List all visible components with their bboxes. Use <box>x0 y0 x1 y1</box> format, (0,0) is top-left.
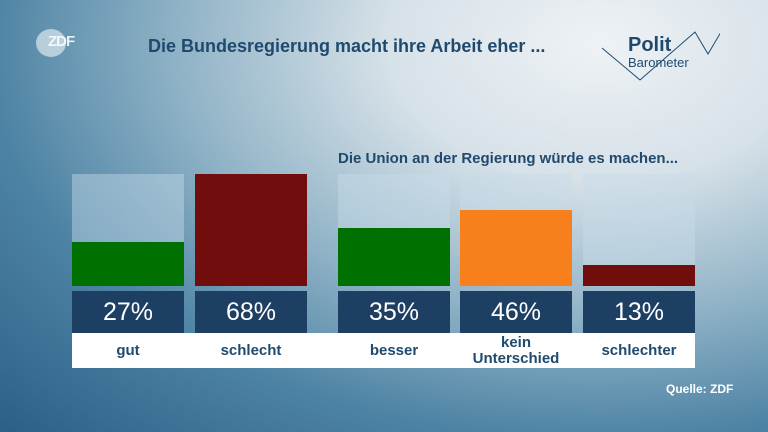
category-label: schlecht <box>220 341 282 359</box>
brand-polit: Polit <box>628 34 672 56</box>
bar-track <box>338 174 450 286</box>
bar-track <box>195 174 307 286</box>
bar <box>338 228 450 286</box>
value-label: 35% <box>338 291 450 333</box>
zdf-logo <box>36 29 66 57</box>
chart-title: Die Bundesregierung macht ihre Arbeit eh… <box>148 36 546 56</box>
value-label: 68% <box>195 291 307 333</box>
zdf-logo-text: ZDF <box>48 33 75 50</box>
value-label: 46% <box>460 291 572 333</box>
chart-subtitle: Die Union an der Regierung würde es mach… <box>338 150 679 167</box>
value-label: 13% <box>583 291 695 333</box>
bar <box>72 241 184 286</box>
bar-track <box>583 174 695 286</box>
label-row <box>72 333 695 368</box>
bar-track <box>72 174 184 286</box>
bar-track <box>460 174 572 286</box>
bar <box>460 210 572 286</box>
brand-barometer: Barometer <box>628 55 689 70</box>
politbarometer-logo-icon <box>601 31 720 81</box>
category-label: besser <box>369 341 419 359</box>
category-label: kein Unterschied <box>472 333 560 367</box>
bar <box>583 264 695 286</box>
bar <box>195 174 307 286</box>
value-label: 27% <box>72 291 184 333</box>
category-label: gut <box>116 341 140 359</box>
source-note: Quelle: ZDF <box>666 382 734 396</box>
category-label: schlechter <box>601 341 677 359</box>
